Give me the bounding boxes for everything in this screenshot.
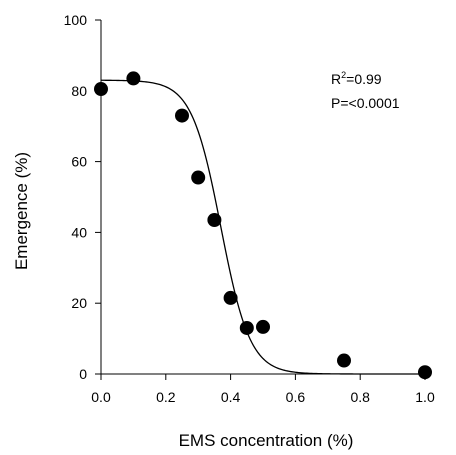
y-tick-label: 20 [71,295,87,311]
p-value-annotation: P=<0.0001 [331,95,400,111]
data-point [175,108,189,123]
data-point [337,353,351,368]
data-point [256,319,270,334]
data-point [191,170,206,185]
x-tick-label: 0.2 [156,389,176,405]
x-tick-label: 0.4 [221,389,241,405]
x-ticks: 0.0 0.2 0.4 0.6 0.8 1.0 [91,374,435,405]
x-tick-label: 0.6 [286,389,306,405]
y-tick-label: 80 [71,83,87,99]
y-tick-label: 40 [71,224,87,240]
x-axis-label: EMS concentration (%) [179,431,354,450]
axes-layer [100,20,425,375]
y-tick-label: 100 [64,12,88,28]
data-point [223,290,238,305]
y-ticks: 0 20 40 60 80 100 [64,12,101,382]
data-point [126,71,141,86]
data-point [239,320,254,335]
data-point [418,365,432,380]
r-squared-base: R [331,71,341,87]
r-squared-superscript: 2 [341,70,346,80]
data-point [207,213,222,228]
data-points-layer [94,71,432,380]
x-tick-label: 0.0 [91,389,111,405]
x-tick-label: 0.8 [350,389,370,405]
y-axis-label: Emergence (%) [12,152,31,270]
r-squared-annotation: R2=0.99 [331,70,382,87]
y-tick-label: 0 [79,366,87,382]
y-tick-label: 60 [71,154,87,170]
x-tick-label: 1.0 [415,389,435,405]
r-squared-value: =0.99 [346,71,382,87]
